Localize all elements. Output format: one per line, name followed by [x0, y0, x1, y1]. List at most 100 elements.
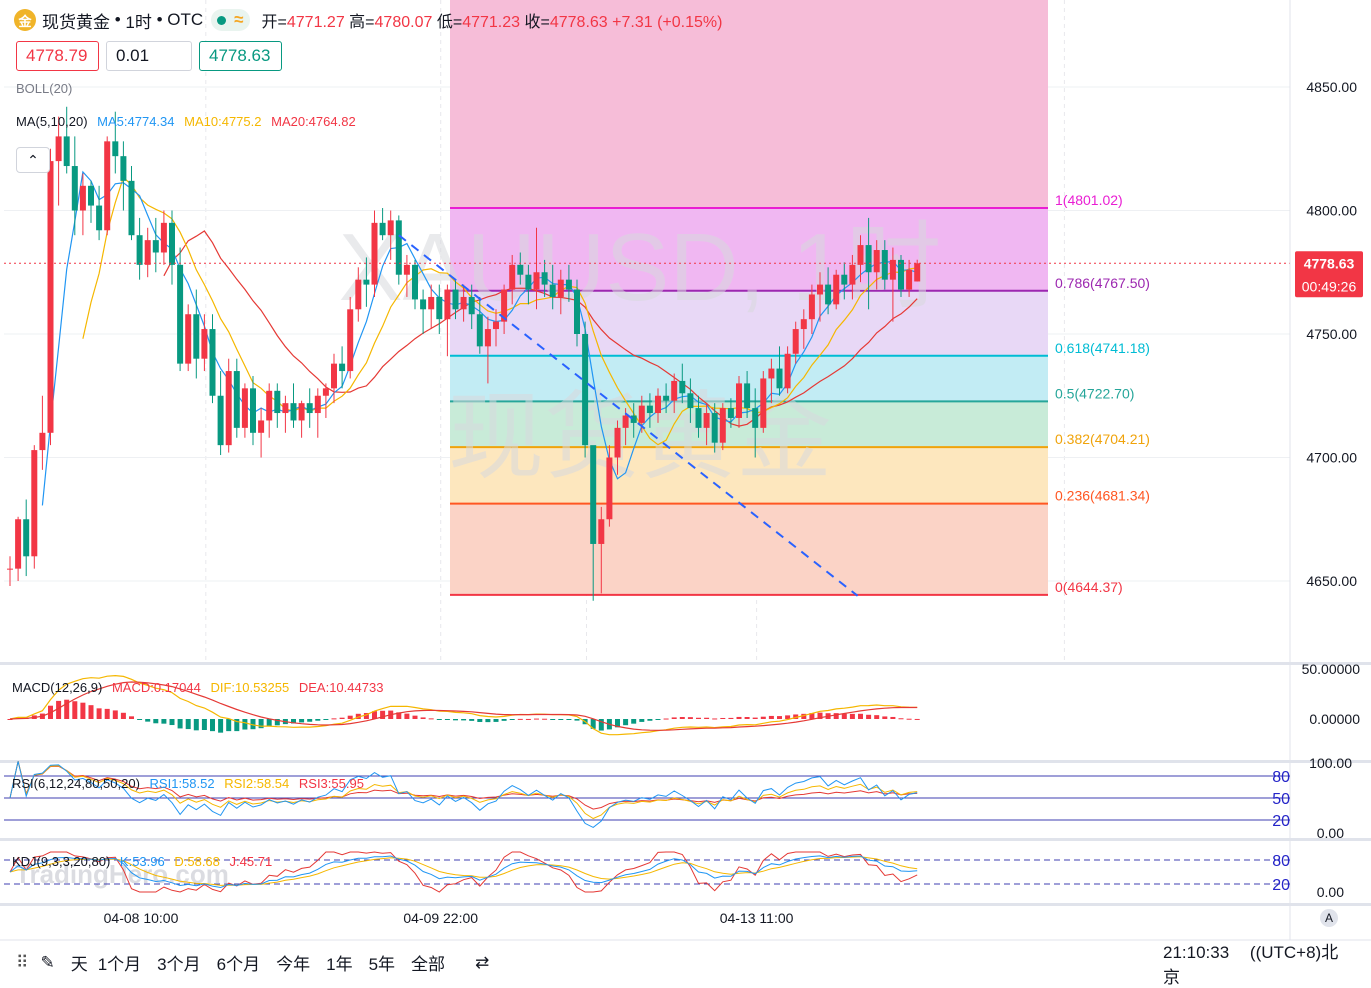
candle-body — [679, 380, 686, 394]
fib-level-label: 0.236(4681.34) — [1055, 488, 1150, 504]
buy-price-button[interactable]: 4778.63 — [199, 41, 282, 71]
auto-scale-button[interactable]: A — [1320, 909, 1338, 927]
chart-header: 金 现货黄金 • 1时 • OTC ≈ 开=4771.27 高=4780.07 … — [14, 8, 722, 32]
drawing-tool-icon[interactable]: ✎ — [40, 952, 55, 972]
time-axis-tick: 04-09 22:00 — [403, 910, 478, 926]
macd-histogram-bar — [493, 719, 499, 722]
candle-body — [695, 408, 702, 428]
candle-body — [719, 408, 726, 443]
macd-histogram-bar — [768, 715, 774, 719]
change-value: +7.31 (+0.15%) — [612, 14, 723, 31]
macd-histogram-bar — [760, 716, 766, 719]
macd-histogram-bar — [615, 719, 620, 728]
macd-histogram-bar — [817, 712, 823, 719]
candle-body — [104, 141, 111, 231]
candle-body — [379, 222, 386, 236]
macd-histogram-bar — [833, 713, 839, 719]
range-1y[interactable]: 1年 — [326, 955, 353, 974]
macd-histogram-bar — [598, 719, 604, 731]
drag-handle-icon[interactable]: ⠿ — [16, 952, 29, 972]
rsi-level-label: 20 — [1272, 813, 1290, 830]
candle-body — [768, 368, 775, 379]
range-5y[interactable]: 5年 — [368, 955, 396, 974]
macd-histogram-bar — [315, 719, 321, 721]
kdj-d-line — [9, 856, 918, 886]
macd-histogram-bar — [882, 716, 888, 719]
collapse-legend-button[interactable]: ⌃ — [16, 147, 50, 173]
candle-body — [590, 445, 597, 544]
candle-body — [39, 432, 46, 451]
macd-histogram-bar — [509, 719, 515, 720]
sell-price-button[interactable]: 4778.79 — [16, 41, 99, 71]
fib-zone — [450, 290, 1048, 356]
candle-body — [808, 294, 815, 320]
macd-histogram-bar — [566, 719, 572, 720]
candle-body — [363, 279, 370, 285]
candle-body — [792, 329, 799, 354]
candle-body — [258, 420, 265, 433]
price-axis-tick: 4850.00 — [1306, 79, 1357, 95]
open-value: 4771.27 — [286, 14, 345, 31]
macd-histogram-bar — [574, 719, 580, 721]
macd-histogram-bar — [849, 713, 855, 719]
macd-histogram-bar — [355, 713, 361, 719]
macd-histogram-bar — [655, 719, 661, 720]
candle-body — [517, 264, 524, 275]
macd-histogram-bar — [404, 713, 410, 719]
market-status-badge[interactable]: ≈ — [211, 9, 250, 31]
macd-histogram-bar — [469, 719, 475, 721]
rsi-indicator-legend[interactable]: RSI(6,12,24,80,50,20) RSI1:58.52 RSI2:58… — [12, 776, 364, 791]
interval-label[interactable]: 1时 — [125, 12, 152, 32]
macd-histogram-bar — [193, 719, 199, 731]
candle-body — [428, 296, 435, 310]
macd-histogram-bar — [323, 719, 329, 720]
macd-histogram-bar — [80, 702, 86, 719]
candle-body — [484, 329, 491, 347]
candle-body — [339, 363, 346, 372]
ma-indicator-legend[interactable]: MA(5,10,20) MA5:4774.34 MA10:4775.2 MA20… — [16, 114, 356, 129]
range-all[interactable]: 全部 — [411, 955, 446, 974]
date-range-calendar-icon[interactable]: ⇄ — [475, 952, 490, 972]
candle-body — [322, 388, 329, 396]
candle-body — [71, 166, 78, 211]
range-1m[interactable]: 1个月 — [97, 955, 142, 974]
candle-body — [857, 245, 864, 265]
candle-body — [744, 383, 751, 409]
candle-body — [906, 269, 913, 290]
time-axis-tick: 04-08 10:00 — [104, 910, 179, 926]
macd-histogram-bar — [88, 705, 94, 719]
macd-histogram-bar — [687, 717, 693, 719]
candle-body — [79, 185, 86, 211]
macd-indicator-legend[interactable]: MACD(12,26,9) MACD:0.17044 DIF:10.53255 … — [12, 680, 384, 695]
macd-histogram-bar — [866, 714, 872, 719]
candle-body — [541, 272, 548, 285]
range-ytd[interactable]: 今年 — [276, 955, 311, 974]
macd-histogram-bar — [671, 717, 677, 719]
wave-icon: ≈ — [234, 10, 244, 29]
range-3m[interactable]: 3个月 — [157, 955, 201, 974]
candle-body — [533, 272, 540, 290]
clock-display[interactable]: 21:10:33 ((UTC+8)北京 — [1163, 942, 1339, 987]
candle-body — [776, 368, 783, 389]
macd-histogram-bar — [696, 717, 701, 719]
macd-histogram-bar — [258, 719, 264, 729]
ohlc-readout: 开=4771.27 高=4780.07 低=4771.23 收=4778.63 … — [261, 14, 723, 31]
rsi-axis-tick: 100.00 — [1309, 755, 1352, 771]
bottom-toolbar: ⠿ ✎ 天 1个月 3个月 6个月 今年 1年 5年 全部 ⇄ 21:10:33… — [0, 940, 1371, 987]
range-6m[interactable]: 6个月 — [216, 955, 261, 974]
candle-body — [241, 388, 248, 428]
macd-histogram-bar — [785, 715, 791, 719]
candle-body — [7, 568, 13, 570]
symbol-name[interactable]: 现货黄金 — [42, 12, 110, 32]
macd-histogram-bar — [363, 712, 369, 719]
close-value: 4778.63 — [549, 14, 608, 31]
boll-indicator-label[interactable]: BOLL(20) — [16, 81, 73, 96]
candle-body — [898, 259, 904, 290]
kdj-indicator-legend[interactable]: KDJ(9,3,3,20,80) K:53.96 D:58.68 J:45.71 — [12, 854, 273, 869]
macd-histogram-bar — [396, 712, 402, 719]
range-tail-label[interactable]: 天 — [70, 955, 88, 974]
macd-histogram-bar — [736, 716, 742, 719]
quantity-input[interactable]: 0.01 — [106, 41, 192, 71]
candle-body — [646, 405, 653, 414]
